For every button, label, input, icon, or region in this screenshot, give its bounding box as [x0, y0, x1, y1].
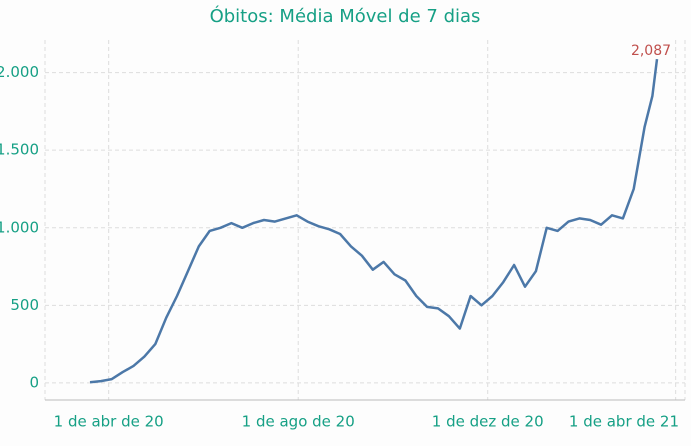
x-tick-label: 1 de ago de 20	[242, 413, 355, 431]
y-tick-label: 2.000	[0, 63, 39, 81]
x-tick-label: 1 de dez de 20	[432, 413, 544, 431]
y-tick-label: 1.500	[0, 141, 39, 159]
y-tick-label: 0	[29, 373, 39, 391]
y-tick-label: 500	[10, 296, 39, 314]
y-tick-label: 1.000	[0, 218, 39, 236]
line-series	[89, 58, 659, 384]
x-tick-label: 1 de abr de 21	[569, 413, 679, 431]
x-tick-label: 1 de abr de 20	[54, 413, 164, 431]
annotation: 2,087	[631, 43, 671, 59]
chart-title: Óbitos: Média Móvel de 7 dias	[210, 5, 481, 27]
